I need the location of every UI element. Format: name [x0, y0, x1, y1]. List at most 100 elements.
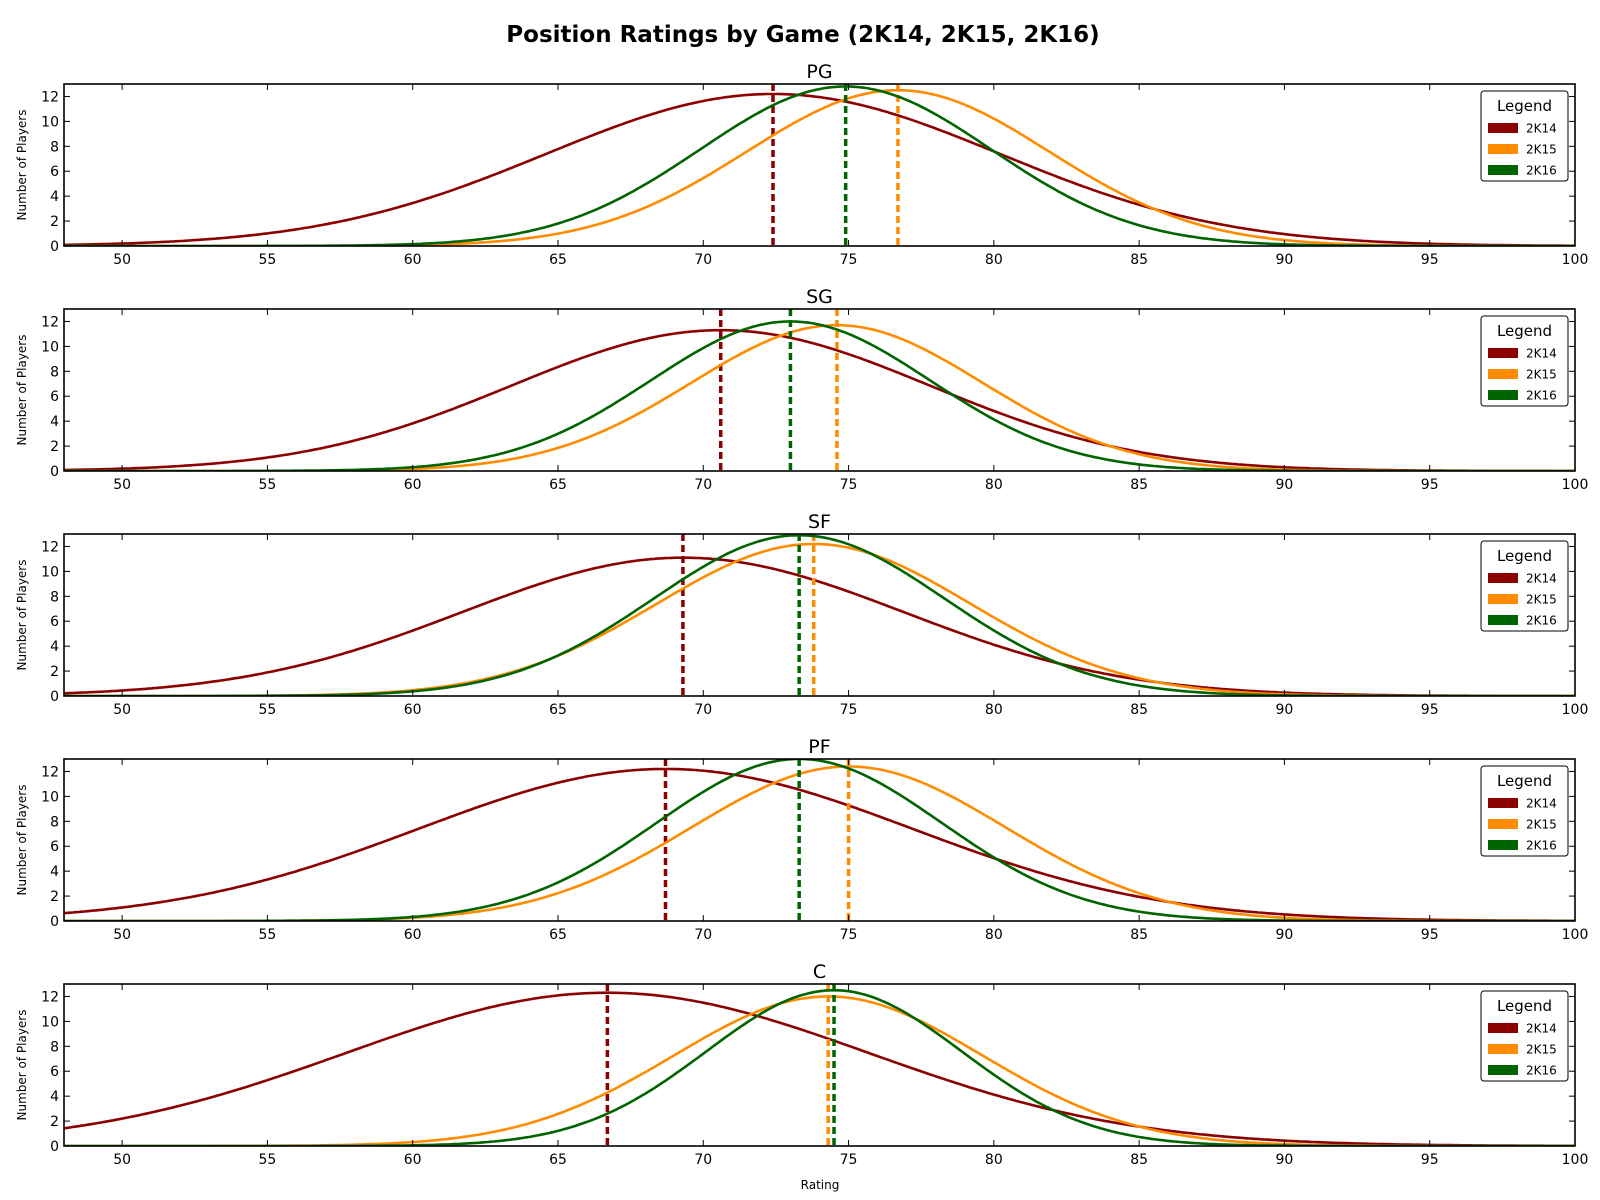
- legend-swatch-2k16: [1488, 165, 1518, 175]
- x-tick-label: 75: [840, 477, 858, 493]
- y-tick-label: 2: [50, 439, 59, 455]
- legend-swatch-2k15: [1488, 144, 1518, 154]
- x-tick-label: 95: [1421, 252, 1439, 268]
- x-tick-label: 65: [549, 252, 567, 268]
- x-tick-label: 95: [1421, 1152, 1439, 1168]
- legend: Legend 2K14 2K15 2K16: [1480, 315, 1569, 407]
- x-tick-label: 85: [1130, 927, 1148, 943]
- y-tick-label: 0: [50, 914, 59, 930]
- series-curve-2k16: [64, 988, 1575, 1146]
- legend-box: [1480, 765, 1569, 857]
- x-tick-label: 55: [258, 927, 276, 943]
- y-tick-label: 4: [50, 864, 59, 880]
- x-tick-label: 80: [985, 252, 1003, 268]
- series-curve-2k16: [64, 534, 1575, 696]
- subplot-title: PF: [808, 736, 830, 758]
- axes-frame: [63, 308, 1576, 472]
- x-tick-label: 90: [1276, 702, 1294, 718]
- x-tick-label: 90: [1276, 1152, 1294, 1168]
- x-tick-label: 65: [549, 477, 567, 493]
- x-tick-label: 70: [694, 252, 712, 268]
- x-tick-label: 60: [404, 1152, 422, 1168]
- axes-frame: [63, 533, 1576, 697]
- y-tick-label: 6: [50, 164, 59, 180]
- x-tick-label: 60: [404, 702, 422, 718]
- y-tick-label: 8: [50, 589, 59, 605]
- x-tick-label: 60: [404, 927, 422, 943]
- y-axis-label: Number of Players: [15, 1010, 29, 1121]
- x-tick-label: 80: [985, 477, 1003, 493]
- legend-title: Legend: [1497, 772, 1552, 790]
- legend-swatch-2k16: [1488, 390, 1518, 400]
- legend-swatch-2k16: [1488, 840, 1518, 850]
- legend-label: 2K14: [1526, 572, 1557, 586]
- x-tick-label: 90: [1276, 927, 1294, 943]
- legend-label: 2K14: [1526, 1022, 1557, 1036]
- x-tick-label: 95: [1421, 477, 1439, 493]
- legend-swatch-2k14: [1488, 798, 1518, 808]
- series-curve-2k14: [64, 767, 1575, 921]
- legend-label: 2K14: [1526, 347, 1557, 361]
- y-tick-label: 6: [50, 389, 59, 405]
- x-tick-label: 85: [1130, 477, 1148, 493]
- x-tick-label: 65: [549, 1152, 567, 1168]
- x-tick-label: 100: [1562, 1152, 1589, 1168]
- chart-title: Position Ratings by Game (2K14, 2K15, 2K…: [506, 22, 1099, 48]
- y-tick-label: 0: [50, 689, 59, 705]
- legend-swatch-2k16: [1488, 1065, 1518, 1075]
- series-curve-2k14: [64, 328, 1575, 471]
- legend-swatch-2k15: [1488, 819, 1518, 829]
- plot-area: [64, 309, 1575, 471]
- x-tick-label: 100: [1562, 252, 1589, 268]
- legend-label: 2K16: [1526, 389, 1557, 403]
- series-curve-2k15: [64, 765, 1575, 921]
- x-tick-label: 50: [113, 252, 131, 268]
- legend-swatch-2k15: [1488, 369, 1518, 379]
- y-tick-label: 12: [41, 989, 59, 1005]
- legend-label: 2K14: [1526, 122, 1557, 136]
- y-tick-label: 12: [41, 314, 59, 330]
- legend: Legend 2K14 2K15 2K16: [1480, 90, 1569, 182]
- legend-label: 2K15: [1526, 593, 1557, 607]
- y-tick-label: 6: [50, 839, 59, 855]
- x-tick-label: 80: [985, 927, 1003, 943]
- x-axis-label: Rating: [801, 1178, 840, 1192]
- x-tick-label: 60: [404, 477, 422, 493]
- x-tick-label: 85: [1130, 1152, 1148, 1168]
- legend-swatch-2k14: [1488, 1023, 1518, 1033]
- x-tick-label: 100: [1562, 927, 1589, 943]
- x-tick-label: 55: [258, 1152, 276, 1168]
- y-axis-label: Number of Players: [15, 335, 29, 446]
- subplot-title: PG: [806, 61, 832, 83]
- plot-area: [64, 84, 1575, 246]
- x-tick-label: 100: [1562, 702, 1589, 718]
- axes-frame: [63, 83, 1576, 247]
- series-curve-2k15: [64, 88, 1575, 246]
- legend-label: 2K15: [1526, 818, 1557, 832]
- legend-swatch-2k15: [1488, 594, 1518, 604]
- legend-label: 2K16: [1526, 614, 1557, 628]
- x-tick-label: 70: [694, 477, 712, 493]
- x-tick-label: 70: [694, 1152, 712, 1168]
- y-tick-label: 2: [50, 889, 59, 905]
- legend-label: 2K14: [1526, 797, 1557, 811]
- legend-swatch-2k14: [1488, 123, 1518, 133]
- legend-title: Legend: [1497, 547, 1552, 565]
- y-tick-label: 10: [41, 1014, 59, 1030]
- legend-title: Legend: [1497, 997, 1552, 1015]
- legend-box: [1480, 90, 1569, 182]
- y-tick-label: 4: [50, 1089, 59, 1105]
- series-curve-2k15: [64, 542, 1575, 696]
- y-axis-label: Number of Players: [15, 785, 29, 896]
- legend-swatch-2k15: [1488, 1044, 1518, 1054]
- y-tick-label: 0: [50, 239, 59, 255]
- series-curve-2k14: [64, 92, 1575, 246]
- plot-area: [64, 534, 1575, 696]
- series-curve-2k15: [64, 323, 1575, 471]
- legend: Legend 2K14 2K15 2K16: [1480, 765, 1569, 857]
